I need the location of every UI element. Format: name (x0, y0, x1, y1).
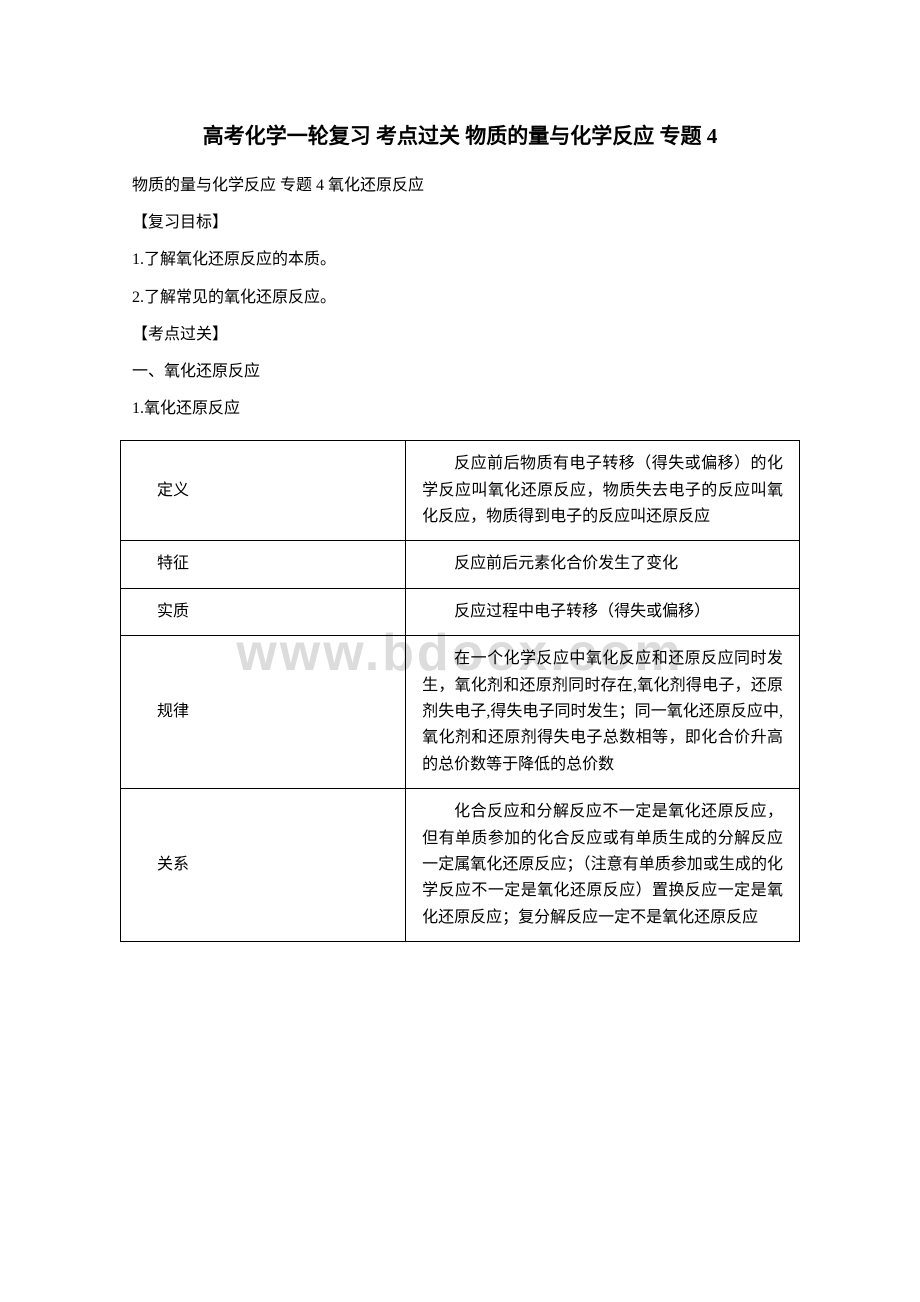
row-content-essence: 反应过程中电子转移（得失或偏移） (406, 588, 800, 635)
objective-item-1: 1.了解氧化还原反应的本质。 (100, 242, 820, 277)
table-row: 实质 反应过程中电子转移（得失或偏移） (121, 588, 800, 635)
row-content-relation: 化合反应和分解反应不一定是氧化还原反应，但有单质参加的化合反应或有单质生成的分解… (406, 789, 800, 942)
row-content-definition: 反应前后物质有电子转移（得失或偏移）的化学反应叫氧化还原反应，物质失去电子的反应… (406, 441, 800, 541)
row-label-pattern: 规律 (121, 636, 406, 789)
row-label-essence: 实质 (121, 588, 406, 635)
table-row: 特征 反应前后元素化合价发生了变化 (121, 541, 800, 588)
row-label-relation: 关系 (121, 789, 406, 942)
definition-table: 定义 反应前后物质有电子转移（得失或偏移）的化学反应叫氧化还原反应，物质失去电子… (120, 440, 800, 942)
page-title: 高考化学一轮复习 考点过关 物质的量与化学反应 专题 4 (100, 120, 820, 150)
section-objectives-header: 【复习目标】 (100, 205, 820, 240)
table-row: 关系 化合反应和分解反应不一定是氧化还原反应，但有单质参加的化合反应或有单质生成… (121, 789, 800, 942)
row-label-definition: 定义 (121, 441, 406, 541)
row-label-feature: 特征 (121, 541, 406, 588)
subtopic-heading-1: 1.氧化还原反应 (100, 391, 820, 426)
objective-item-2: 2.了解常见的氧化还原反应。 (100, 280, 820, 315)
section-keypoints-header: 【考点过关】 (100, 317, 820, 352)
row-content-feature: 反应前后元素化合价发生了变化 (406, 541, 800, 588)
subtitle-line: 物质的量与化学反应 专题 4 氧化还原反应 (100, 168, 820, 203)
topic-heading-1: 一、氧化还原反应 (100, 354, 820, 389)
table-row: 定义 反应前后物质有电子转移（得失或偏移）的化学反应叫氧化还原反应，物质失去电子… (121, 441, 800, 541)
row-content-pattern: 在一个化学反应中氧化反应和还原反应同时发生，氧化剂和还原剂同时存在,氧化剂得电子… (406, 636, 800, 789)
table-row: 规律 在一个化学反应中氧化反应和还原反应同时发生，氧化剂和还原剂同时存在,氧化剂… (121, 636, 800, 789)
